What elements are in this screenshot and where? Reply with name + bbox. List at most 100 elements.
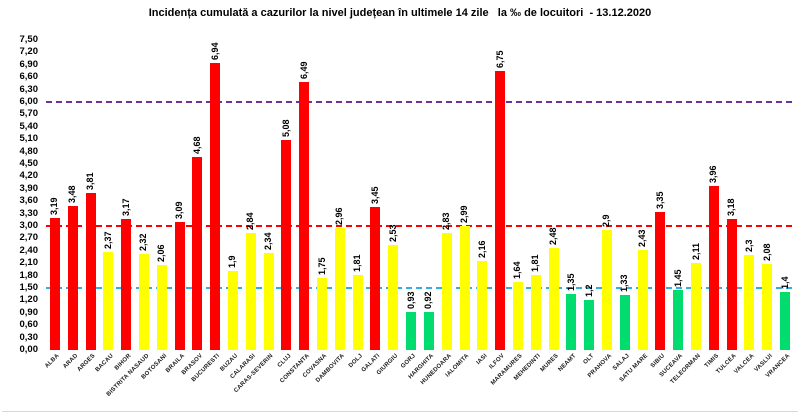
bar-slot: 5,08 CLUJ — [277, 40, 296, 369]
bar-slot: 1,81 DOLJ — [348, 40, 367, 369]
bar-slot: 3,19 ALBA — [45, 40, 64, 370]
bar-slot: 0,92 HARGHITA — [408, 40, 438, 380]
bar-value-label: 2,3 — [743, 239, 754, 252]
bar — [477, 260, 488, 350]
y-axis-tick-label: 3,90 — [19, 182, 39, 194]
y-axis-tick-label: 1,20 — [19, 294, 39, 306]
bar — [673, 290, 684, 350]
bar-value-label: 1,64 — [512, 261, 523, 280]
bar — [726, 218, 737, 350]
plot-area: 3,19 ALBA 3,48 ARAD 3,81 ARGES 2,37 BACAU 3,17 BI… — [45, 40, 794, 398]
y-axis-tick-label: 5,10 — [19, 133, 39, 145]
bar — [459, 226, 470, 350]
y-axis: 7,50 7,20 6,90 6,60 6,30 6,00 5,70 5,40 5,10 4,80… — [0, 0, 46, 420]
bar-value-label: 2,16 — [476, 240, 487, 258]
bar-slot: 2,06 BOTOSANI — [140, 40, 171, 380]
bar-slot: 3,09 BRAILA — [165, 40, 189, 374]
bar — [584, 300, 595, 350]
bar-value-label: 6,49 — [298, 61, 309, 79]
bar-value-label: 1,33 — [619, 274, 630, 293]
y-axis-tick-label: 0,30 — [19, 331, 39, 343]
bar-value-label: 3,81 — [85, 172, 95, 190]
x-axis-category-label: OLT — [582, 353, 596, 366]
bar — [548, 247, 559, 350]
bar-slot: 3,35 SIBIU — [650, 40, 670, 369]
bar-slot: 3,18 TULCEA — [716, 40, 741, 375]
bar — [619, 295, 630, 350]
y-axis-tick-label: 6,60 — [19, 71, 39, 83]
bar — [352, 275, 363, 350]
bar-slot: 3,45 GALATI — [361, 40, 385, 374]
bar-value-label: 6,94 — [209, 42, 220, 61]
bar-slot: 2,99 IALOMITA — [445, 40, 474, 379]
bar-value-label: 2,34 — [263, 232, 274, 251]
chart-bottom-border — [2, 411, 798, 412]
bar-slot: 1,45 SUCEAVA — [659, 40, 687, 379]
bar-slot: 2,84 CALARASI — [230, 40, 260, 380]
y-axis-tick-label: 1,50 — [19, 282, 39, 293]
y-axis-tick-label: 4,20 — [19, 170, 39, 182]
bar-value-label: 2,83 — [441, 212, 452, 231]
x-axis-category-label: NEAMT — [557, 353, 578, 374]
y-axis-tick-label: 3,30 — [19, 207, 39, 219]
bar-slot: 2,37 BACAU — [94, 40, 117, 374]
bar-value-label: 3,45 — [369, 186, 380, 205]
bar-slot: 6,94 BUCURESTI — [191, 40, 224, 384]
bar — [388, 245, 399, 350]
bars: 3,19 ALBA 3,48 ARAD 3,81 ARGES 2,37 BACAU 3,17 BI… — [45, 40, 794, 398]
bar-slot: 3,17 BIHOR — [114, 40, 135, 371]
y-axis-tick-label: 6,90 — [19, 58, 39, 70]
bar — [245, 232, 256, 350]
bar-value-label: 2,9 — [601, 214, 612, 228]
x-axis-category-label: BACAU — [94, 353, 115, 374]
bar-slot: 2,9 PRAHOVA — [587, 40, 616, 380]
bar — [103, 252, 114, 350]
bar-value-label: 1,9 — [227, 255, 238, 269]
bar-value-label: 0,92 — [423, 291, 434, 309]
bar — [334, 227, 345, 350]
bar-slot: 2,11 TELEORMAN — [670, 40, 705, 386]
bar-value-label: 3,18 — [726, 198, 737, 216]
bar-slot: 2,83 HUNEDOARA — [420, 40, 456, 387]
bar-value-label: 1,35 — [565, 273, 576, 292]
y-axis-tick-label: 2,10 — [19, 257, 39, 269]
bar — [441, 233, 452, 350]
bar — [691, 262, 702, 350]
bar — [637, 249, 648, 350]
bar-value-label: 6,75 — [494, 50, 505, 68]
bar-slot: 2,16 IASI — [473, 40, 491, 366]
reference-line-3 — [46, 225, 794, 227]
bar-value-label: 3,35 — [654, 191, 665, 209]
bar — [281, 140, 292, 350]
bar-slot: 4,68 BRASOV — [180, 40, 206, 376]
bar-value-label: 3,17 — [120, 198, 131, 216]
bar-value-label: 2,11 — [690, 242, 701, 260]
bar-slot: 1,81 MEHEDINTI — [513, 40, 545, 382]
reference-line-1-5 — [46, 287, 794, 289]
bar-slot: 3,81 ARGES — [77, 40, 100, 373]
bar-value-label: 2,96 — [334, 207, 345, 225]
bar-value-label: 1,4 — [779, 276, 790, 290]
bar-slot: 6,49 CONSTANTA — [279, 40, 313, 384]
bar — [317, 277, 328, 350]
bar-slot: 1,75 COVASNA — [302, 40, 331, 379]
y-axis-tick-label: 7,50 — [19, 34, 39, 45]
bar-slot: 2,32 BISTRITA NASAUD — [105, 40, 153, 398]
bar — [174, 222, 185, 350]
bar-slot: 1,35 NEAMT — [558, 40, 580, 373]
bar-slot: 2,43 SATU MARE — [618, 40, 652, 383]
y-axis-tick-label: 5,40 — [19, 120, 39, 132]
bar-value-label: 3,09 — [174, 201, 185, 220]
bar — [655, 211, 666, 350]
bar-slot: 0,93 GORJ — [400, 40, 420, 370]
bar — [530, 275, 541, 350]
bar — [85, 192, 96, 350]
bar-slot: 1,33 SALAJ — [612, 40, 634, 372]
bar-value-label: 3,96 — [708, 165, 719, 184]
y-axis-tick-label: 6,30 — [19, 83, 39, 95]
bar — [67, 206, 78, 350]
bar — [406, 311, 417, 350]
bar — [156, 264, 167, 350]
bar-value-label: 5,08 — [280, 119, 291, 138]
